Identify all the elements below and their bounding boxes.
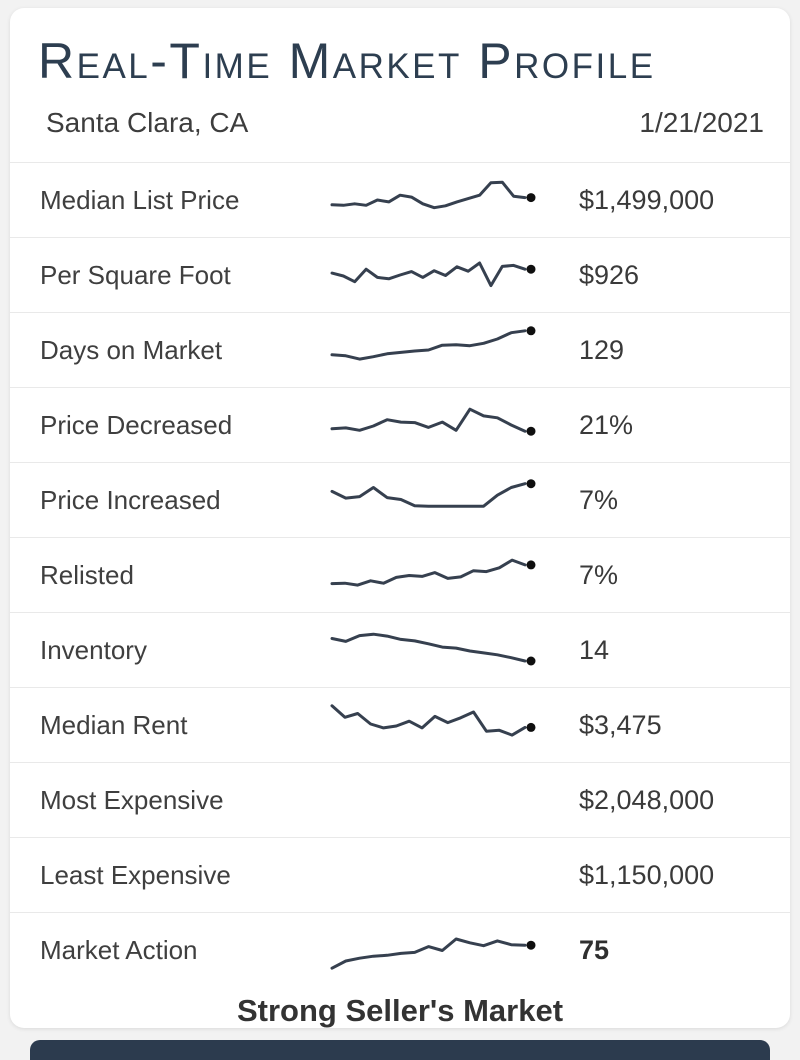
market-status-label: Strong Seller's Market	[236, 993, 564, 1028]
sparkline-path	[330, 407, 527, 433]
sparkline	[330, 696, 541, 754]
sparkline-path	[330, 937, 527, 970]
metric-label: Median List Price	[40, 184, 240, 215]
sparkline-end-dot	[526, 479, 536, 489]
report-date: 1/21/2021	[639, 107, 764, 138]
metric-label: Most Expensive	[40, 784, 224, 815]
metric-value: 14	[579, 634, 610, 665]
metric-row: Least Expensive $1,150,000	[10, 837, 790, 912]
sparkline-path	[330, 482, 527, 508]
metric-row: Market Action 75	[10, 912, 790, 987]
market-profile-card: Real-Time Market Profile Santa Clara, CA…	[10, 8, 790, 1028]
sparkline-end-dot	[526, 426, 536, 436]
sparkline-end-dot	[526, 193, 536, 203]
sparkline	[330, 846, 541, 904]
sparkline	[330, 246, 541, 304]
sparkline-path	[330, 261, 527, 288]
metric-row: Per Square Foot $926	[10, 237, 790, 312]
metric-value: $1,150,000	[579, 859, 715, 890]
metric-value: 75	[579, 934, 610, 965]
sparkline-end-dot	[526, 326, 536, 336]
next-card-peek-bar	[30, 1040, 770, 1060]
metric-label: Price Increased	[40, 484, 221, 515]
sparkline	[330, 621, 541, 679]
location-label: Santa Clara, CA	[46, 107, 249, 138]
subheader: Santa Clara, CA 1/21/2021	[46, 106, 764, 140]
metric-value: 21%	[579, 409, 634, 440]
sparkline-path	[330, 558, 527, 587]
metric-row: Price Decreased 21%	[10, 387, 790, 462]
sparkline-end-dot	[526, 560, 536, 570]
sparkline	[330, 396, 541, 454]
metric-row: Median Rent $3,475	[10, 687, 790, 762]
sparkline	[330, 771, 541, 829]
sparkline	[330, 471, 541, 529]
metric-row: Days on Market 129	[10, 312, 790, 387]
sparkline-end-dot	[526, 264, 536, 274]
metric-value: 129	[579, 334, 625, 365]
metric-value: $926	[579, 259, 640, 290]
metric-value: 7%	[579, 559, 619, 590]
sparkline-end-dot	[526, 656, 536, 666]
metric-label: Price Decreased	[40, 409, 233, 440]
sparkline-path	[330, 704, 527, 737]
sparkline	[330, 321, 541, 379]
metric-rows: Median List Price $1,499,000 Per Square …	[10, 162, 790, 987]
metric-label: Least Expensive	[40, 859, 231, 890]
sparkline-path	[330, 632, 527, 663]
sparkline	[330, 171, 541, 229]
sparkline-end-dot	[526, 940, 536, 950]
metric-row: Price Increased 7%	[10, 462, 790, 537]
metric-label: Inventory	[40, 634, 147, 665]
metric-value: $2,048,000	[579, 784, 715, 815]
metric-value: $1,499,000	[579, 184, 715, 215]
metric-row: Relisted 7%	[10, 537, 790, 612]
sparkline	[330, 546, 541, 604]
sparkline-path	[330, 329, 527, 361]
metric-row: Inventory 14	[10, 612, 790, 687]
metric-label: Median Rent	[40, 709, 188, 740]
sparkline-end-dot	[526, 722, 536, 732]
page-title: Real-Time Market Profile	[38, 33, 656, 89]
metric-label: Relisted	[40, 559, 134, 590]
metric-label: Days on Market	[40, 334, 223, 365]
metric-row: Median List Price $1,499,000	[10, 162, 790, 237]
metric-row: Most Expensive $2,048,000	[10, 762, 790, 837]
metric-label: Market Action	[40, 934, 198, 965]
metric-value: 7%	[579, 484, 619, 515]
sparkline	[330, 921, 541, 979]
sparkline-path	[330, 180, 527, 210]
metric-value: $3,475	[579, 709, 662, 740]
metric-label: Per Square Foot	[40, 259, 231, 290]
